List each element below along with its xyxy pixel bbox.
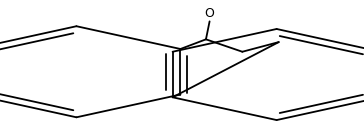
Text: O: O — [205, 7, 214, 20]
